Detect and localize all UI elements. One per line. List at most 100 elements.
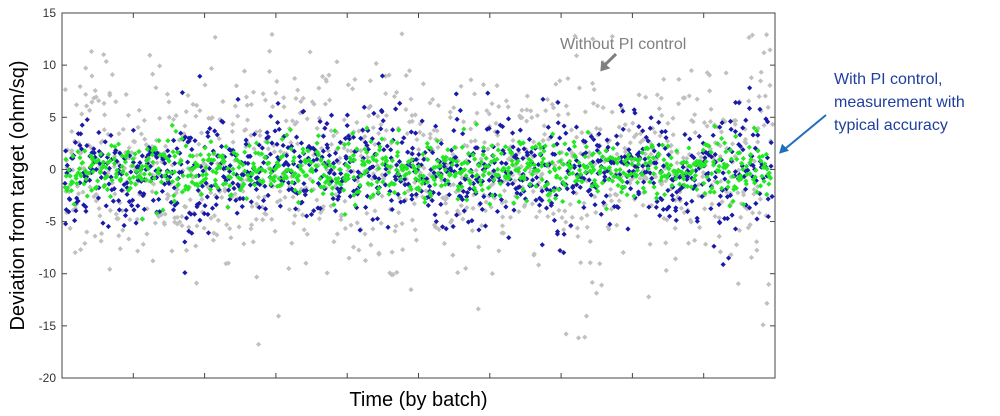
data-point <box>70 153 76 159</box>
data-point <box>393 223 399 229</box>
data-point <box>387 164 393 170</box>
data-point <box>205 211 211 217</box>
data-point <box>409 112 415 119</box>
data-point <box>748 254 755 261</box>
data-point <box>190 101 196 107</box>
data-point <box>311 101 317 107</box>
data-point <box>702 206 708 212</box>
data-point <box>158 179 165 185</box>
data-point <box>326 170 333 176</box>
data-point <box>470 152 476 158</box>
data-point <box>338 170 344 177</box>
data-point <box>453 189 459 195</box>
data-point <box>362 146 368 152</box>
data-point <box>236 164 242 171</box>
data-point <box>563 175 569 181</box>
data-point <box>229 128 235 135</box>
data-point <box>733 118 739 124</box>
data-point <box>539 177 545 183</box>
data-point <box>153 190 159 196</box>
data-point <box>381 147 387 153</box>
data-point <box>723 189 730 195</box>
data-point <box>169 122 175 129</box>
data-point <box>476 244 482 250</box>
data-point <box>692 172 698 179</box>
data-point <box>137 189 143 195</box>
data-point <box>433 136 439 142</box>
data-point <box>589 80 596 87</box>
data-point <box>761 178 767 184</box>
data-point <box>498 150 505 157</box>
data-point <box>214 232 220 238</box>
data-point <box>606 164 613 171</box>
data-point <box>431 177 437 183</box>
data-point <box>479 206 485 213</box>
data-point <box>248 222 255 228</box>
data-point <box>128 180 134 186</box>
data-point <box>684 183 691 189</box>
data-point <box>647 170 653 176</box>
data-point <box>453 212 460 218</box>
data-point <box>393 176 399 183</box>
data-point <box>124 180 130 186</box>
data-point <box>597 261 603 267</box>
data-point <box>351 174 357 181</box>
data-point <box>563 219 569 225</box>
data-point <box>174 214 180 220</box>
data-point <box>116 131 122 137</box>
data-point <box>116 233 122 239</box>
data-point <box>608 206 615 212</box>
data-point <box>394 89 400 95</box>
data-point <box>505 116 512 122</box>
data-point <box>439 183 445 189</box>
data-point <box>342 211 348 218</box>
data-point <box>496 248 502 254</box>
data-point <box>745 167 751 173</box>
data-point <box>287 127 294 133</box>
data-point <box>605 144 611 150</box>
data-point <box>358 148 364 154</box>
data-point <box>79 122 85 128</box>
data-point <box>316 216 322 222</box>
data-point <box>463 265 469 271</box>
data-point <box>376 250 382 256</box>
data-point <box>482 223 489 229</box>
data-point <box>365 146 371 152</box>
data-point <box>716 163 722 169</box>
data-point <box>521 176 528 182</box>
data-point <box>478 156 484 162</box>
data-point <box>592 202 598 208</box>
data-point <box>545 124 551 130</box>
data-point <box>605 224 611 230</box>
data-point <box>69 148 75 154</box>
data-point <box>760 322 766 328</box>
data-point <box>274 78 280 84</box>
data-point <box>341 117 347 123</box>
data-point <box>758 108 764 114</box>
data-point <box>125 149 131 155</box>
data-point <box>560 198 566 205</box>
data-point <box>346 164 352 170</box>
data-point <box>747 85 753 91</box>
data-point <box>640 128 646 134</box>
data-point <box>435 170 441 177</box>
data-point <box>659 112 665 119</box>
data-point <box>622 149 629 155</box>
data-point <box>394 140 401 146</box>
data-point <box>578 260 584 266</box>
data-point <box>77 83 83 90</box>
data-point <box>260 197 267 204</box>
data-point <box>183 204 189 210</box>
data-point <box>421 165 427 171</box>
data-point <box>573 124 580 130</box>
data-point <box>379 136 385 142</box>
data-point <box>352 76 358 83</box>
data-point <box>216 136 222 142</box>
data-point <box>600 200 607 206</box>
data-point <box>173 113 179 119</box>
data-point <box>674 160 680 166</box>
data-point <box>260 178 266 184</box>
data-point <box>114 167 120 174</box>
data-point <box>675 169 681 175</box>
data-point <box>494 129 501 135</box>
